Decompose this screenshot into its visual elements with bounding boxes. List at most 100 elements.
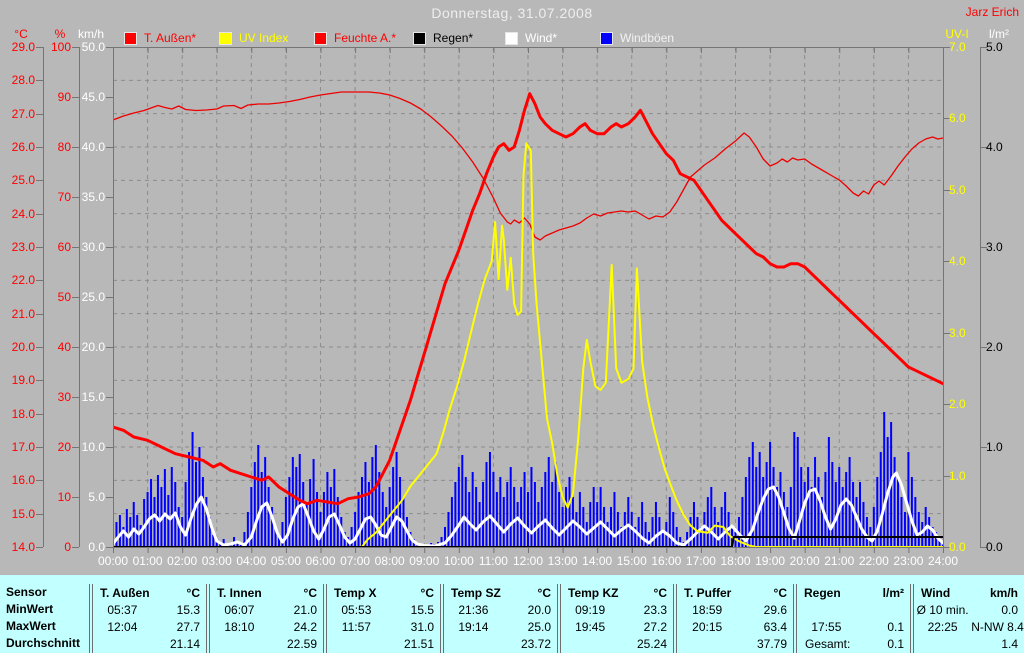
kmh-tick-label: 0.0	[88, 540, 105, 554]
legend-item-feuchte-a-[interactable]: Feuchte A.*	[314, 31, 396, 45]
time-cell: 19:45	[575, 619, 606, 634]
hour-label: 03:00	[201, 554, 232, 568]
uv-tick-label: 5.0	[949, 182, 966, 197]
sensor-unit: km/h	[989, 585, 1018, 600]
value-cell: 21.51	[403, 636, 434, 651]
time-cell: Ø 10 min.	[916, 602, 969, 617]
kmh-tick-label: 10.0	[81, 440, 105, 454]
rain-tick-label: 2.0	[986, 340, 1003, 354]
legend-item-regen-[interactable]: Regen*	[413, 31, 473, 45]
legend-label: Feuchte A.*	[334, 31, 397, 45]
sensor-column-temp-kz: Temp KZ °C 09:19 23.3 19:45 27.2 25.24	[557, 584, 673, 653]
legend-swatch-icon	[600, 31, 613, 45]
value-cell: 31.0	[410, 619, 434, 634]
percent-tick-label: 0	[64, 540, 71, 554]
sensor-name: Temp KZ	[568, 585, 619, 600]
time-cell: 19:14	[458, 619, 489, 634]
value-cell: 25.0	[527, 619, 551, 634]
sensor-unit: °C	[303, 585, 317, 600]
percent-tick-label: 30	[57, 390, 71, 404]
celsius-tick-label: 18.0	[11, 406, 35, 421]
hour-label: 17:00	[685, 554, 716, 568]
series-windb-en	[113, 412, 943, 547]
uv-tick-label: 3.0	[949, 325, 966, 340]
time-cell: 21:36	[458, 602, 489, 617]
sensor-column-temp-x: Temp X °C 05:53 15.5 11:57 31.0 21.51	[323, 584, 440, 653]
uv-axis-unit: UV-I	[945, 27, 969, 41]
axes-frame	[36, 47, 987, 553]
hour-label: 19:00	[755, 554, 786, 568]
time-cell: 20:15	[692, 619, 723, 634]
value-cell: 25.24	[636, 636, 667, 651]
kmh-tick-label: 40.0	[81, 140, 105, 154]
hour-label: 23:00	[893, 554, 924, 568]
legend-item-t-au-en-[interactable]: T. Außen*	[124, 31, 196, 45]
value-cell: 15.3	[176, 602, 200, 617]
sensor-column-temp-sz: Temp SZ °C 21:36 20.0 19:14 25.0 23.72	[440, 584, 557, 653]
value-cell: 37.79	[756, 636, 787, 651]
time-cell: 11:57	[341, 619, 371, 634]
celsius-tick-label: 29.0	[11, 40, 35, 54]
time-cell: 22:25	[927, 619, 958, 634]
page-title: Donnerstag, 31.07.2008	[431, 5, 593, 21]
hour-label: 15:00	[616, 554, 647, 568]
value-cell: 1.4	[1001, 636, 1018, 651]
sensor-name: T. Außen	[100, 585, 150, 600]
time-cell: 18:10	[224, 619, 255, 634]
time-cell: 09:19	[575, 602, 606, 617]
row-label: Durchschnitt	[6, 636, 81, 650]
celsius-tick-label: 19.0	[11, 373, 35, 388]
legend-item-windb-en[interactable]: Windböen	[600, 31, 674, 45]
legend-item-uv-index[interactable]: UV Index	[219, 31, 288, 45]
value-cell: 63.4	[763, 619, 787, 634]
hour-label: 09:00	[409, 554, 440, 568]
sensor-name: T. Innen	[217, 585, 262, 600]
author-watermark: Jarz Erich	[965, 5, 1019, 19]
legend-swatch-icon	[413, 31, 426, 45]
celsius-tick-label: 26.0	[11, 140, 35, 154]
time-cell: Gesamt:	[805, 636, 851, 651]
series-uv-index	[113, 142, 943, 547]
uv-tick-label: 2.0	[949, 397, 966, 412]
hour-label: 20:00	[789, 554, 820, 568]
sensor-unit: °C	[653, 585, 667, 600]
sensor-name: Temp SZ	[451, 585, 501, 600]
kmh-tick-label: 30.0	[81, 240, 105, 254]
hour-label: 07:00	[340, 554, 371, 568]
kmh-axis-unit: km/h	[77, 27, 104, 41]
rain-tick-label: 4.0	[986, 140, 1003, 154]
sensor-unit: °C	[773, 585, 787, 600]
uv-tick-label: 6.0	[949, 111, 966, 126]
hour-label: 05:00	[270, 554, 301, 568]
time-cell: 05:37	[107, 602, 138, 617]
chart-legend: T. Außen* UV Index Feuchte A.* Regen* Wind* W…	[0, 0, 1024, 46]
row-label: MinWert	[6, 602, 54, 616]
hour-label: 16:00	[651, 554, 682, 568]
sensor-column-wind: Wind km/h Ø 10 min. 0.0 22:25 N-NW 8.4 1.4	[910, 584, 1024, 653]
chart-series	[113, 91, 943, 547]
hour-label: 24:00	[927, 554, 959, 568]
legend-swatch-icon	[505, 31, 518, 45]
series-feuchte-a-	[113, 91, 943, 241]
chart-plot	[36, 47, 987, 553]
value-cell: 15.5	[410, 602, 434, 617]
value-cell: 23.3	[643, 602, 667, 617]
stats-table: Sensor MinWert MaxWert Durchschnitt T. Außen…	[0, 575, 1024, 653]
value-cell: 0.1	[887, 619, 904, 634]
legend-item-wind-[interactable]: Wind*	[505, 31, 557, 45]
percent-tick-label: 40	[57, 340, 71, 354]
percent-tick-label: 100	[50, 40, 71, 54]
sensor-name: Regen	[804, 585, 841, 600]
value-cell: 22.59	[286, 636, 317, 651]
sensor-unit: °C	[186, 585, 200, 600]
value-cell: 27.7	[176, 619, 200, 634]
legend-label: T. Außen*	[144, 31, 197, 45]
hour-label: 14:00	[582, 554, 613, 568]
sensor-column-t-puffer: T. Puffer °C 18:59 29.6 20:15 63.4 37.79	[673, 584, 793, 653]
celsius-tick-label: 21.0	[11, 306, 35, 321]
uv-tick-label: 4.0	[949, 254, 966, 269]
legend-label: Wind*	[525, 31, 558, 45]
kmh-tick-label: 50.0	[81, 40, 105, 54]
time-cell: 18:59	[692, 602, 723, 617]
